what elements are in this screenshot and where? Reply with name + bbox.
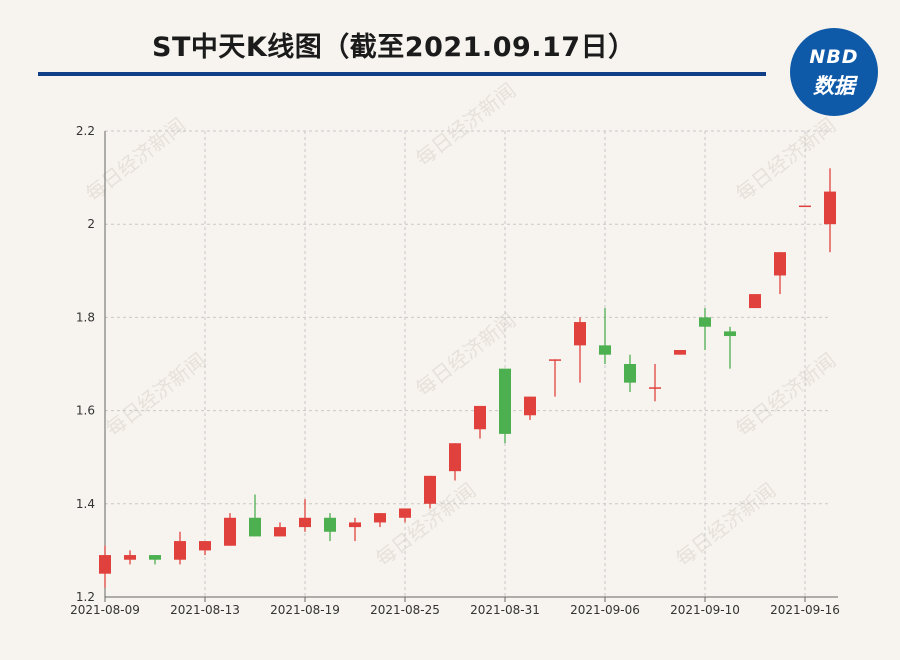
candle-body — [474, 405, 486, 430]
watermark-text: 每日经济新闻 — [101, 348, 210, 441]
candle-body — [399, 508, 411, 518]
candle-body — [374, 513, 386, 523]
y-tick-label: 2.2 — [76, 124, 95, 138]
candle-body — [449, 443, 461, 472]
candle-body — [824, 191, 836, 225]
x-tick-label: 2021-08-31 — [470, 603, 540, 617]
candle-body — [799, 205, 811, 208]
candle-body — [774, 252, 786, 276]
watermark-text: 每日经济新闻 — [671, 478, 780, 571]
title-underline — [38, 72, 766, 76]
candle-body — [174, 541, 186, 560]
candle-body — [249, 517, 261, 537]
candle-body — [524, 396, 536, 416]
watermark-text: 每日经济新闻 — [731, 113, 840, 206]
y-tick-label: 2 — [87, 217, 95, 231]
x-tick-label: 2021-08-13 — [170, 603, 240, 617]
candle-body — [574, 322, 586, 346]
candle-body — [199, 541, 211, 551]
candle-body — [624, 364, 636, 383]
watermark-text: 每日经济新闻 — [81, 113, 190, 206]
chart-title: ST中天K线图（截至2021.09.17日） — [152, 32, 636, 63]
x-tick-label: 2021-08-25 — [370, 603, 440, 617]
watermark-text: 每日经济新闻 — [411, 78, 520, 171]
nbd-logo: NBD 数据 — [790, 28, 878, 116]
y-tick-label: 1.4 — [76, 497, 95, 511]
y-tick-label: 1.2 — [76, 590, 95, 604]
candle-body — [299, 517, 311, 528]
candle-body — [149, 555, 161, 560]
candle-body — [99, 555, 111, 574]
y-tick-label: 1.6 — [76, 404, 95, 418]
candle-body — [124, 555, 136, 560]
x-tick-label: 2021-08-09 — [70, 603, 140, 617]
y-tick-label: 1.8 — [76, 310, 95, 324]
candle-body — [674, 350, 686, 355]
candle-body — [699, 317, 711, 327]
candle-body — [224, 517, 236, 546]
logo-line-1: NBD — [809, 46, 859, 68]
candle-body — [724, 331, 736, 337]
logo-line-2: 数据 — [813, 74, 855, 98]
candle-body — [599, 345, 611, 355]
x-tick-label: 2021-09-06 — [570, 603, 640, 617]
x-tick-label: 2021-08-19 — [270, 603, 340, 617]
candle-body — [424, 475, 436, 504]
candle-body — [749, 294, 761, 309]
candle-body — [274, 527, 286, 537]
candle-body — [324, 517, 336, 532]
candle-body — [349, 522, 361, 528]
x-tick-label: 2021-09-10 — [670, 603, 740, 617]
candle-body — [549, 359, 561, 361]
x-tick-label: 2021-09-16 — [770, 603, 840, 617]
candle-body — [649, 387, 661, 389]
candle-body — [499, 368, 511, 434]
watermark-text: 每日经济新闻 — [731, 348, 840, 441]
